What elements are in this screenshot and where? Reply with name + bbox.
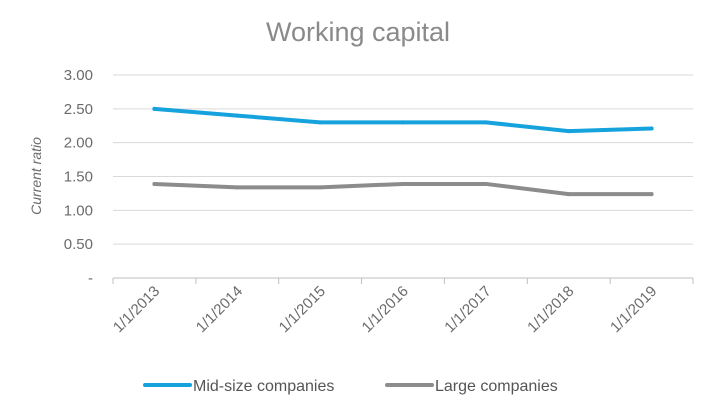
y-axis-label: Current ratio	[28, 137, 44, 215]
data-point	[566, 129, 571, 134]
legend: Mid-size companies Large companies	[143, 378, 558, 395]
y-tick-label: 0.50	[64, 236, 93, 253]
data-point	[566, 192, 571, 197]
y-tick-label: 1.50	[64, 169, 93, 186]
data-point	[318, 120, 323, 125]
data-point	[401, 181, 405, 186]
chart-title: Working capital	[266, 17, 450, 47]
x-tick-label: 1/1/2016	[359, 283, 412, 336]
data-point	[649, 126, 654, 131]
y-tick-label: 2.50	[64, 101, 93, 118]
data-point	[152, 106, 157, 111]
x-axis-ticks: 1/1/2013 1/1/2014 1/1/2015 1/1/2016 1/1/2017…	[110, 283, 660, 336]
y-axis-ticks: - 0.50 1.00 1.50 2.00 2.50 3.00	[64, 67, 93, 287]
x-tick-label: 1/1/2014	[193, 283, 246, 336]
data-point	[401, 120, 405, 125]
x-tick-label: 1/1/2017	[441, 283, 494, 336]
y-tick-label: 1.00	[64, 202, 93, 219]
gridlines	[112, 74, 694, 284]
series-line-mid-size	[152, 106, 654, 134]
series-lines	[152, 106, 654, 197]
data-point	[318, 185, 323, 190]
y-tick-label: 3.00	[64, 67, 93, 84]
y-tick-label: 2.00	[64, 135, 93, 152]
y-tick-label: -	[88, 270, 93, 287]
x-tick-label: 1/1/2015	[276, 283, 329, 336]
x-tick-label: 1/1/2018	[524, 283, 577, 336]
data-point	[235, 185, 240, 190]
x-tick-label: 1/1/2019	[607, 283, 660, 336]
legend-label: Mid-size companies	[193, 378, 334, 395]
data-point	[483, 120, 488, 125]
legend-label: Large companies	[435, 378, 558, 395]
data-point	[649, 192, 654, 197]
x-tick-label: 1/1/2013	[110, 283, 163, 336]
data-point	[152, 181, 157, 186]
data-point	[235, 113, 240, 118]
data-point	[483, 181, 488, 186]
